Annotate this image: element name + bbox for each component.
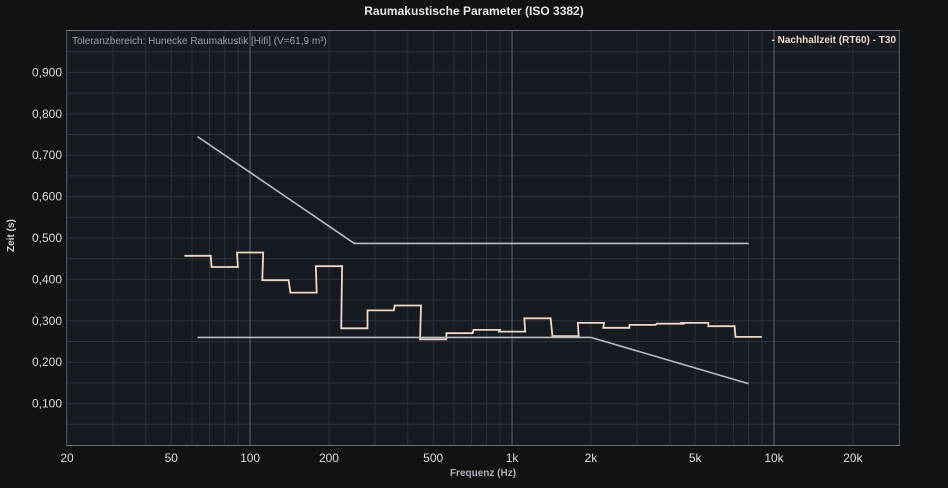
x-tick-label: 20 — [60, 451, 74, 465]
x-tick-label: 50 — [165, 451, 179, 465]
x-tick-label: 200 — [319, 451, 339, 465]
x-tick-label: 20k — [843, 451, 863, 465]
y-tick-label: 0,500 — [32, 231, 62, 245]
y-tick-label: 0,300 — [32, 314, 62, 328]
y-axis-label: Zeit (s) — [6, 219, 17, 252]
y-tick-label: 0,800 — [32, 107, 62, 121]
x-tick-label: 2k — [585, 451, 599, 465]
grid-lines — [66, 31, 900, 445]
x-tick-label: 500 — [423, 451, 443, 465]
rt60-t30-line — [184, 251, 762, 341]
x-tick-labels: 20 50 100 200 500 1k 2k 5k 10k 20k — [60, 451, 863, 465]
y-tick-label: 0,900 — [32, 65, 62, 79]
y-tick-label: 0,200 — [32, 355, 62, 369]
x-tick-label: 5k — [689, 451, 703, 465]
y-tick-label: 0,600 — [32, 190, 62, 204]
y-tick-label: 0,100 — [32, 397, 62, 411]
series-lines — [184, 135, 762, 385]
tolerance-line-1 — [197, 135, 749, 245]
tolerance-line-2 — [197, 336, 749, 385]
y-tick-labels: 0,100 0,200 0,300 0,400 0,500 0,600 0,700 0,800… — [32, 65, 62, 410]
x-tick-label: 100 — [240, 451, 260, 465]
x-tick-label: 10k — [764, 451, 784, 465]
x-tick-label: 1k — [506, 451, 520, 465]
tolerance-annotation: Toleranzbereich: Hunecke Raumakustik [Hi… — [72, 36, 327, 47]
y-tick-label: 0,700 — [32, 148, 62, 162]
chart-title: Raumakustische Parameter (ISO 3382) — [364, 4, 584, 18]
x-axis-label: Frequenz (Hz) — [449, 468, 517, 479]
y-tick-label: 0,400 — [32, 272, 62, 286]
legend-entry-t30[interactable]: - Nachhallzeit (RT60) - T30 — [771, 35, 896, 46]
